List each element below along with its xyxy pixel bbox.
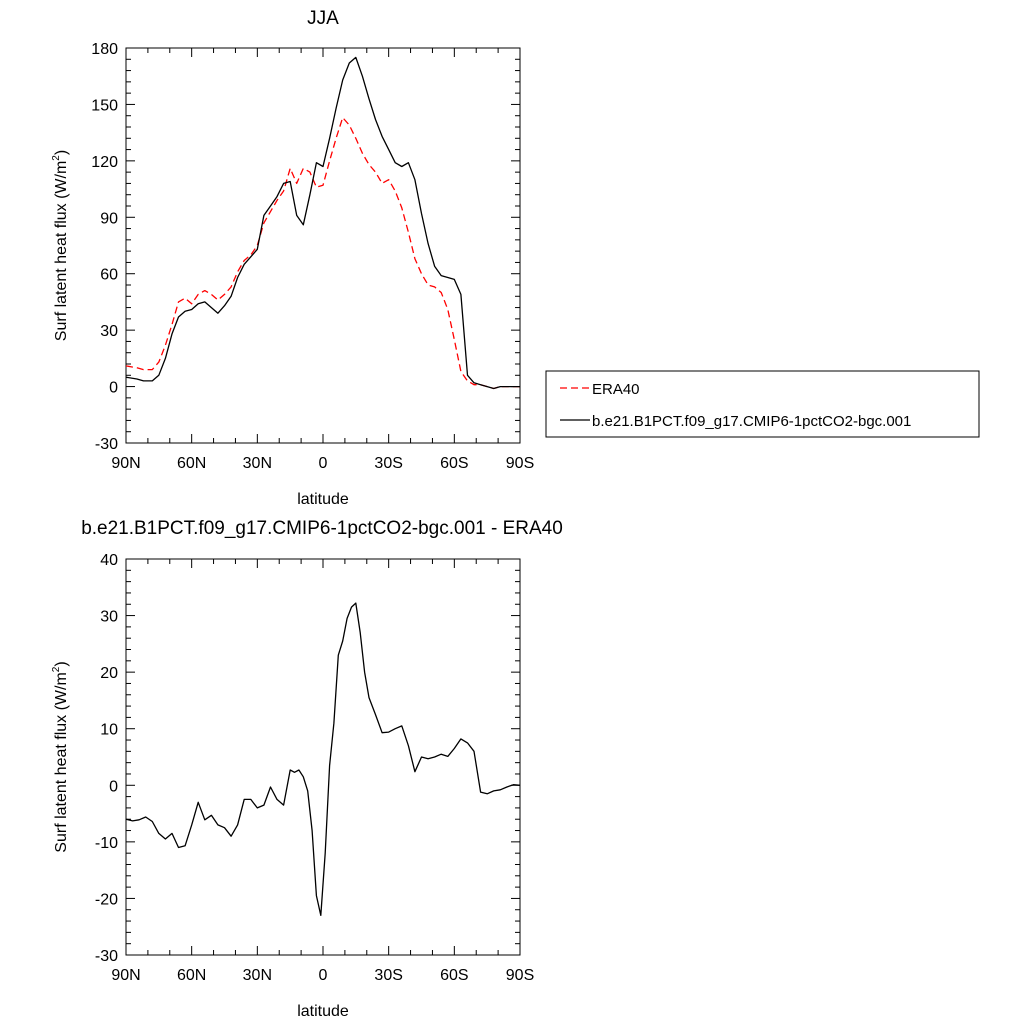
x-tick-label: 30S (374, 967, 402, 984)
y-tick-label: 180 (91, 41, 118, 58)
x-tick-label: 60N (177, 455, 206, 472)
x-tick-label: 30N (243, 967, 272, 984)
series-line-era40 (125, 116, 520, 390)
x-tick-label: 60N (177, 967, 206, 984)
plot-frame (125, 558, 521, 956)
y-tick-label: -30 (95, 436, 118, 453)
y-axis-label-end: ) (53, 661, 70, 666)
legend-label-era40: ERA40 (592, 381, 640, 398)
chart-title: JJA (307, 8, 339, 29)
y-tick-label: 0 (109, 778, 118, 795)
x-tick-label: 60S (440, 967, 468, 984)
legend-box (545, 370, 980, 438)
y-tick-label: 10 (100, 722, 118, 739)
axis-ticks: 90N 60N 30N 0 30S 60S 90S -30 0 30 60 90 120 150 180 (91, 41, 534, 472)
x-tick-label: 30N (243, 455, 272, 472)
y-tick-label: 30 (100, 609, 118, 626)
x-tick-label: 0 (319, 455, 328, 472)
top-chart: JJA Surf latent heat flux (W/m2) latitud… (51, 8, 534, 508)
axis-ticks: 90N 60N 30N 0 30S 60S 90S -30 -20 -10 0 10 20 30 40 (95, 552, 534, 984)
y-axis-label: Surf latent heat flux (W/m2) (51, 661, 70, 852)
series-layer (125, 602, 521, 917)
svg-text:Surf latent heat flux (W/m2): Surf latent heat flux (W/m2) (51, 150, 70, 341)
y-tick-label: 20 (100, 665, 118, 682)
y-tick-label: 0 (109, 380, 118, 397)
bottom-chart: b.e21.B1PCT.f09_g17.CMIP6-1pctCO2-bgc.00… (51, 518, 563, 1020)
y-axis-label: Surf latent heat flux (W/m2) (51, 150, 70, 341)
y-tick-label: -30 (95, 948, 118, 965)
x-tick-label: 30S (374, 455, 402, 472)
y-axis-label-end: ) (53, 150, 70, 155)
y-axis-label-superscript: 2 (51, 666, 62, 672)
x-tick-label: 90S (506, 967, 534, 984)
series-line-model (125, 602, 521, 917)
y-tick-label: 40 (100, 552, 118, 569)
chart-title: b.e21.B1PCT.f09_g17.CMIP6-1pctCO2-bgc.00… (81, 518, 563, 539)
y-axis-label-superscript: 2 (51, 155, 62, 161)
y-axis-label-text: Surf latent heat flux (W/m (53, 161, 70, 342)
y-tick-label: -20 (95, 891, 118, 908)
x-axis-label: latitude (297, 1003, 349, 1020)
x-tick-label: 90N (111, 455, 140, 472)
legend-label-model: b.e21.B1PCT.f09_g17.CMIP6-1pctCO2-bgc.00… (592, 413, 911, 430)
legend: ERA40 b.e21.B1PCT.f09_g17.CMIP6-1pctCO2-… (545, 370, 980, 438)
y-tick-label: 150 (91, 97, 118, 114)
series-layer (125, 56, 520, 390)
x-tick-label: 0 (319, 967, 328, 984)
y-tick-label: 120 (91, 154, 118, 171)
y-tick-label: 90 (100, 210, 118, 227)
y-axis-label-text: Surf latent heat flux (W/m (53, 672, 70, 853)
y-tick-label: 60 (100, 267, 118, 284)
x-tick-label: 90S (506, 455, 534, 472)
x-tick-label: 90N (111, 967, 140, 984)
y-tick-label: -10 (95, 835, 118, 852)
series-line-model (125, 56, 520, 390)
svg-text:Surf latent heat flux (W/m2): Surf latent heat flux (W/m2) (51, 661, 70, 852)
plot-frame (125, 47, 521, 444)
y-tick-label: 30 (100, 323, 118, 340)
x-axis-label: latitude (297, 491, 349, 508)
x-tick-label: 60S (440, 455, 468, 472)
